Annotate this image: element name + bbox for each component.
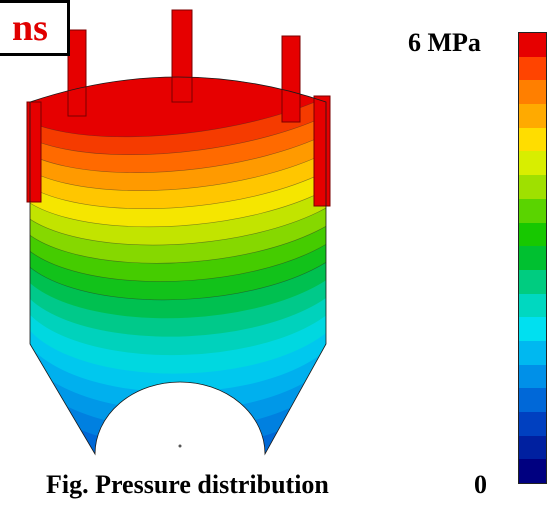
vessel-nozzle-center: [171, 9, 193, 103]
legend-swatch: [519, 293, 546, 318]
vessel-flange-right: [313, 95, 331, 207]
legend-swatch: [519, 269, 546, 294]
legend-swatch: [519, 198, 546, 223]
legend-swatch: [519, 151, 546, 176]
legend-swatch: [519, 175, 546, 199]
legend-swatch: [519, 33, 546, 57]
legend-swatch: [519, 127, 546, 152]
legend-swatch: [519, 459, 546, 484]
vessel-nozzle-left: [67, 29, 87, 117]
vessel-flange-left: [26, 101, 42, 203]
legend-swatch: [519, 435, 546, 460]
legend-max-label: 6 MPa: [408, 28, 481, 57]
legend-swatch: [519, 222, 546, 247]
figure-caption: Fig. Pressure distribution: [46, 470, 329, 499]
figure-tag: ns: [12, 7, 48, 49]
legend-swatch: [519, 104, 546, 128]
legend-swatch: [519, 388, 546, 412]
legend-swatch: [519, 364, 546, 389]
vessel-nozzle-right: [281, 35, 301, 123]
legend-min-label: 0: [474, 470, 487, 499]
legend-swatch: [519, 340, 546, 365]
legend-swatch: [519, 246, 546, 270]
vessel-outline: [29, 76, 327, 456]
figure-tag-box: ns: [0, 0, 70, 56]
legend-swatch: [519, 80, 546, 105]
color-legend-bar: [518, 32, 547, 484]
legend-swatch: [519, 317, 546, 341]
legend-swatch: [519, 412, 546, 436]
center-marker: [178, 444, 182, 448]
legend-swatch: [519, 56, 546, 81]
